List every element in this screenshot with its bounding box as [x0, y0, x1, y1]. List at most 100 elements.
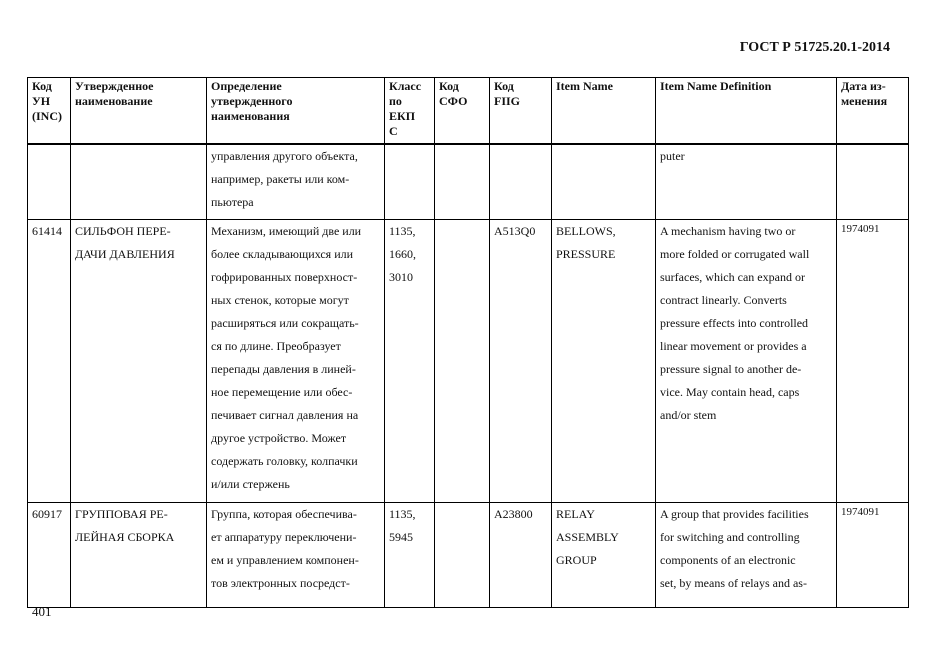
definition-cell: Механизм, имеющий две или более складываю… [206, 219, 385, 503]
cell-line: GROUP [556, 553, 597, 567]
sfo-cell [434, 143, 490, 220]
header-line: С [389, 124, 398, 138]
name-cell: ГРУППОВАЯ РЕ- ЛЕЙНАЯ СБОРКА [70, 502, 207, 608]
cell-line: PRESSURE [556, 247, 616, 261]
items-table: Код УН (INC) Утвержденное наименование Опреде… [27, 77, 909, 608]
fiig-cell: A23800 [489, 502, 552, 608]
table-row: 60917 ГРУППОВАЯ РЕ- ЛЕЙНАЯ СБОРКА Группа, к… [27, 502, 909, 608]
cell-line: 1660, [389, 247, 416, 261]
table-header-row: Код УН (INC) Утвержденное наименование Опреде… [27, 77, 909, 145]
cell-line: RELAY [556, 507, 595, 521]
header-line: УН [32, 94, 51, 108]
column-header: Код FIIG [489, 77, 552, 145]
cell-line: ет аппаратуру переключени- [211, 530, 357, 544]
cell-line: 1135, [389, 507, 416, 521]
inc-cell: 60917 [27, 502, 71, 608]
column-header: Код СФО [434, 77, 490, 145]
date-cell [836, 143, 909, 220]
column-header: Item Name [551, 77, 656, 145]
cell-line: ся по длине. Преобразует [211, 339, 341, 353]
cell-line: linear movement or provides a [660, 339, 807, 353]
header-line: по [389, 94, 402, 108]
definition-cell: Группа, которая обеспечива-ет аппаратуру… [206, 502, 385, 608]
cell-line: и/или стержень [211, 477, 290, 491]
cell-line: more folded or corrugated wall [660, 247, 810, 261]
cell-line: ASSEMBLY [556, 530, 619, 544]
column-header: Item Name Definition [655, 77, 837, 145]
cell-line: перепады давления в линей- [211, 362, 356, 376]
cell-line: 5945 [389, 530, 413, 544]
cell-line: BELLOWS, [556, 224, 616, 238]
header-line: Item Name [556, 79, 613, 93]
header-line: Утвержденное [75, 79, 154, 93]
inc-cell: 61414 [27, 219, 71, 503]
cell-line: пьютера [211, 195, 254, 209]
cell-line: Механизм, имеющий две или [211, 224, 362, 238]
cell-line: A mechanism having two or [660, 224, 796, 238]
table-row: управления другого объекта, например, рак… [27, 143, 909, 220]
header-line: Item Name Definition [660, 79, 772, 93]
header-line: СФО [439, 94, 468, 108]
cell-line: 1135, [389, 224, 416, 238]
cell-line: components of an electronic [660, 553, 796, 567]
header-line: Код [494, 79, 514, 93]
name-cell [70, 143, 207, 220]
item-definition-cell: A group that provides facilities for swit… [655, 502, 837, 608]
item-name-cell: BELLOWS, PRESSURE [551, 219, 656, 503]
header-line: утвержденного [211, 94, 293, 108]
column-header: Дата из-менения [836, 77, 909, 145]
header-line: наименование [75, 94, 153, 108]
header-line: FIIG [494, 94, 521, 108]
header-line: Дата из- [841, 79, 886, 93]
cell-line: ное перемещение или обес- [211, 385, 353, 399]
item-name-cell [551, 143, 656, 220]
cell-line: and/or stem [660, 408, 717, 422]
cell-line: СИЛЬФОН ПЕРЕ- [75, 224, 171, 238]
fiig-cell [489, 143, 552, 220]
header-line: менения [841, 94, 888, 108]
page-number: 401 [32, 604, 52, 619]
header-line: (INC) [32, 109, 62, 123]
fiig-cell: A513Q0 [489, 219, 552, 503]
cell-line: surfaces, which can expand or [660, 270, 805, 284]
header-line: Класс [389, 79, 422, 93]
header-line: наименования [211, 109, 290, 123]
header-line: Определение [211, 79, 282, 93]
sfo-cell [434, 219, 490, 503]
cell-line: печивает сигнал давления на [211, 408, 359, 422]
sfo-cell [434, 502, 490, 608]
date-cell: 1974091 [836, 502, 909, 608]
cell-line: ГРУППОВАЯ РЕ- [75, 507, 168, 521]
cell-line: puter [660, 149, 685, 163]
cell-line: pressure effects into controlled [660, 316, 809, 330]
inc-cell [27, 143, 71, 220]
cell-line: 3010 [389, 270, 413, 284]
table-row: 61414 СИЛЬФОН ПЕРЕ- ДАЧИ ДАВЛЕНИЯ Механизм,… [27, 219, 909, 503]
cell-line: ных стенок, которые могут [211, 293, 349, 307]
cell-line: ЛЕЙНАЯ СБОРКА [75, 530, 175, 544]
class-cell: 1135, 1660, 3010 [384, 219, 435, 503]
cell-line: управления другого объекта, [211, 149, 358, 163]
cell-line: ем и управлением компонен- [211, 553, 359, 567]
cell-line: A group that provides facilities [660, 507, 809, 521]
cell-line: set, by means of relays and as- [660, 576, 807, 590]
cell-line: более складывающихся или [211, 247, 354, 261]
cell-line: гофрированных поверхност- [211, 270, 358, 284]
item-name-cell: RELAY ASSEMBLY GROUP [551, 502, 656, 608]
cell-line: Группа, которая обеспечива- [211, 507, 357, 521]
cell-line: содержать головку, колпачки [211, 454, 358, 468]
column-header: Код УН (INC) [27, 77, 71, 145]
column-header: Определение утвержденного наименования [206, 77, 385, 145]
cell-line: расширяться или сокращать- [211, 316, 359, 330]
class-cell: 1135, 5945 [384, 502, 435, 608]
cell-line: ДАЧИ ДАВЛЕНИЯ [75, 247, 175, 261]
header-line: Код [439, 79, 459, 93]
cell-line: другое устройство. Может [211, 431, 347, 445]
cell-line: например, ракеты или ком- [211, 172, 350, 186]
date-cell: 1974091 [836, 219, 909, 503]
cell-line: contract linearly. Converts [660, 293, 787, 307]
class-cell [384, 143, 435, 220]
column-header: Утвержденное наименование [70, 77, 207, 145]
cell-line: тов электронных посредст- [211, 576, 350, 590]
